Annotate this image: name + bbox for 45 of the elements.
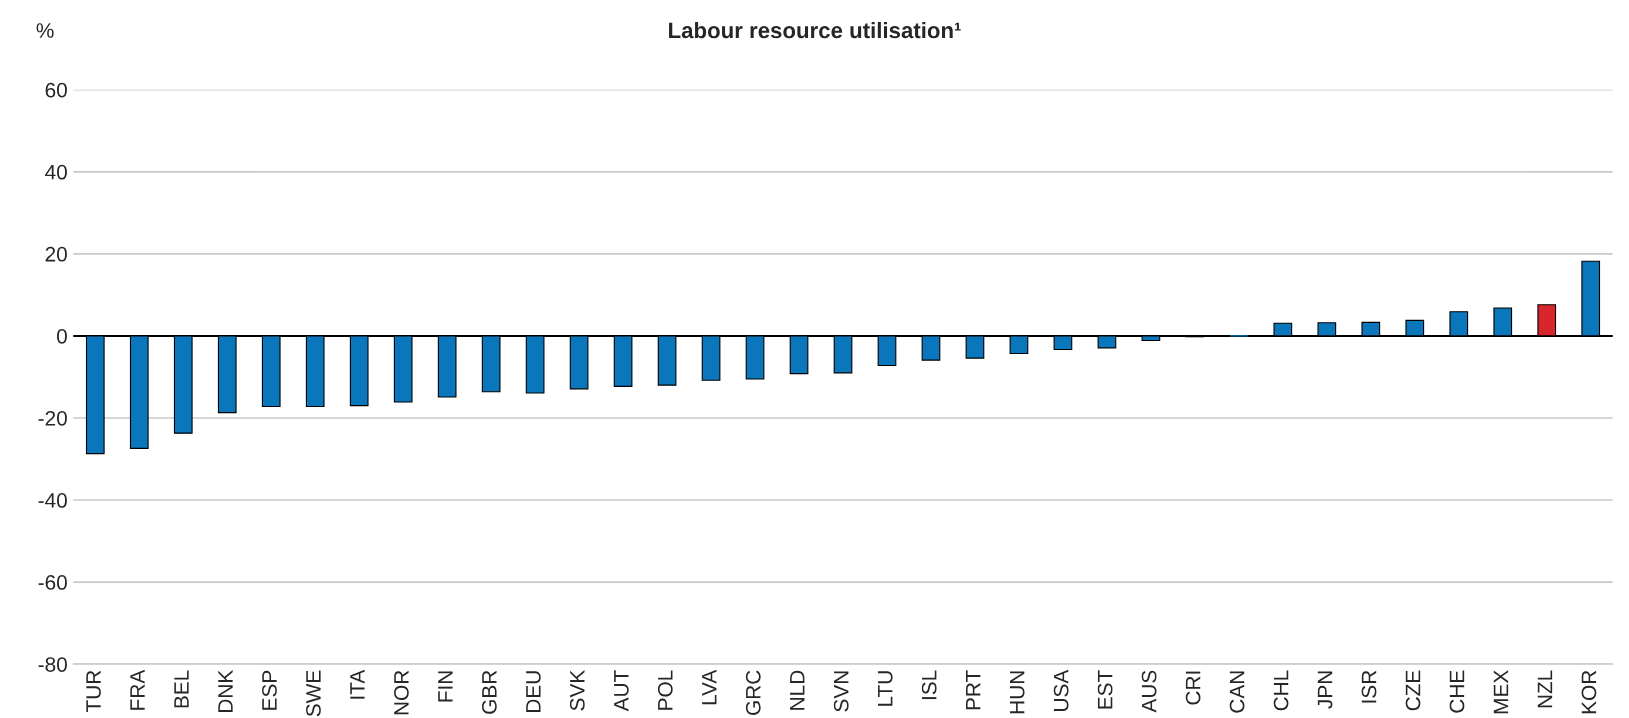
x-tick-label: USA <box>1053 669 1069 711</box>
x-tick-label: NZL <box>1537 670 1553 708</box>
y-axis-title: % <box>36 23 54 38</box>
x-tick-label: SVN <box>833 671 849 712</box>
x-tick-label: SWE <box>306 670 321 717</box>
x-tick-label: GRC <box>745 670 761 715</box>
x-tick-label: AUS <box>1141 670 1157 713</box>
x-tick-label: SVK <box>569 669 585 711</box>
x-tick-label: MEX <box>1493 670 1509 714</box>
x-tick-label: HUN <box>1009 671 1025 714</box>
y-tick-label: 20 <box>45 246 67 262</box>
x-tick-label: CHE <box>1449 670 1465 713</box>
x-tick-label: FIN <box>438 671 453 702</box>
x-tick-label: CHL <box>1273 670 1289 711</box>
x-tick-label: ISR <box>1361 670 1377 703</box>
x-tick-label: DEU <box>526 671 541 712</box>
x-tick-label: CZE <box>1405 670 1421 711</box>
y-tick-label: 0 <box>56 328 67 344</box>
x-tick-label: AUT <box>614 670 629 712</box>
x-tick-label: KOR <box>1581 670 1597 714</box>
chart-title: Labour resource utilisation¹ <box>669 21 961 39</box>
x-tick-label: DNK <box>218 669 233 712</box>
x-tick-label: LVA <box>702 669 717 705</box>
x-tick-label: BEL <box>174 670 189 708</box>
x-tick-label: CAN <box>1229 671 1245 713</box>
x-tick-label: CRI <box>1185 671 1201 705</box>
x-tick-label: ESP <box>262 670 277 710</box>
x-tick-label: LTU <box>878 671 893 706</box>
y-tick-label: -80 <box>38 657 67 672</box>
x-tick-label: EST <box>1097 670 1113 709</box>
y-tick-label: 60 <box>45 82 67 98</box>
y-tick-label: -20 <box>38 410 67 426</box>
x-tick-label: FRA <box>130 669 145 710</box>
x-tick-label: PRT <box>966 670 981 710</box>
y-tick-label: -60 <box>38 575 67 590</box>
y-tick-label: -40 <box>38 493 67 508</box>
x-tick-label: NLD <box>790 670 805 710</box>
x-tick-label: GBR <box>481 670 497 714</box>
x-tick-label: ITA <box>350 669 365 699</box>
x-tick-label: NOR <box>394 670 409 715</box>
y-tick-label: 40 <box>45 164 67 180</box>
x-tick-label: POL <box>657 670 673 710</box>
x-tick-label: TUR <box>86 670 101 713</box>
x-tick-label: ISL <box>921 670 937 700</box>
x-tick-label: JPN <box>1317 671 1333 709</box>
